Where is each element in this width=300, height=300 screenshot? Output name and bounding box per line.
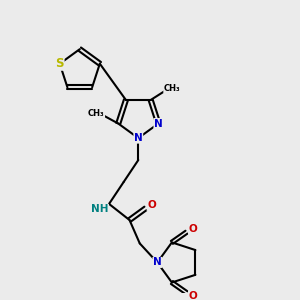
Text: CH₃: CH₃	[164, 84, 180, 93]
Text: N: N	[134, 133, 143, 143]
Text: O: O	[189, 224, 197, 234]
Text: S: S	[56, 57, 64, 70]
Text: N: N	[153, 257, 162, 267]
Text: O: O	[189, 291, 197, 300]
Text: N: N	[154, 118, 163, 128]
Text: CH₃: CH₃	[88, 109, 105, 118]
Text: O: O	[147, 200, 156, 210]
Text: NH: NH	[91, 204, 108, 214]
